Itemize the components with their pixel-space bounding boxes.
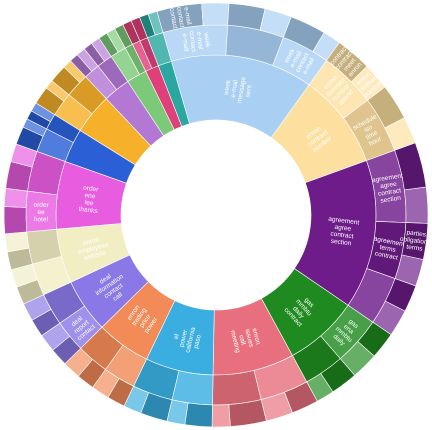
subsector-power-p1[interactable] [171,370,214,406]
subsector-label-legal-l1: agreementagreecontractsection [372,172,407,205]
subsector-label-docs-a: weeke-mailcontacte-mail [181,29,212,53]
sunburst-segments [3,2,429,428]
subsector-label-travel-tr1: ordereehotel [33,202,49,224]
leaf-legal-l1b[interactable] [404,186,429,224]
leaf-travel-tr1a[interactable] [3,206,28,235]
sunburst-labels: weeke-mailmessagesent weeke-mailcontacte-… [33,5,432,355]
sector-label-deal: dealinformationcontactcall [90,267,133,309]
leaf-calls-c2b[interactable] [211,404,231,428]
sector-label-travel: orderenefeethanks [78,184,101,215]
leaf-power-p1a[interactable] [184,402,213,428]
leaf-hr-h2b[interactable] [4,231,30,253]
leaf-label-docs-a1: e-mailcontactcontact [168,5,193,30]
leaf-label-legal-l2a: partiesobligationsterms [399,229,432,254]
sector-label-power: elpowercaliforniapaso [170,323,204,355]
leaf-docs-a2[interactable] [201,2,230,26]
subsector-calls-c2[interactable] [212,370,262,406]
leaf-travel-tr1b[interactable] [3,188,28,208]
sector-label-docs: weeke-mailmessagesent [222,74,255,105]
sector-label-legal: agreementagreecontractsection [325,216,360,248]
leaf-misc-teal-mt1b[interactable] [147,11,164,36]
